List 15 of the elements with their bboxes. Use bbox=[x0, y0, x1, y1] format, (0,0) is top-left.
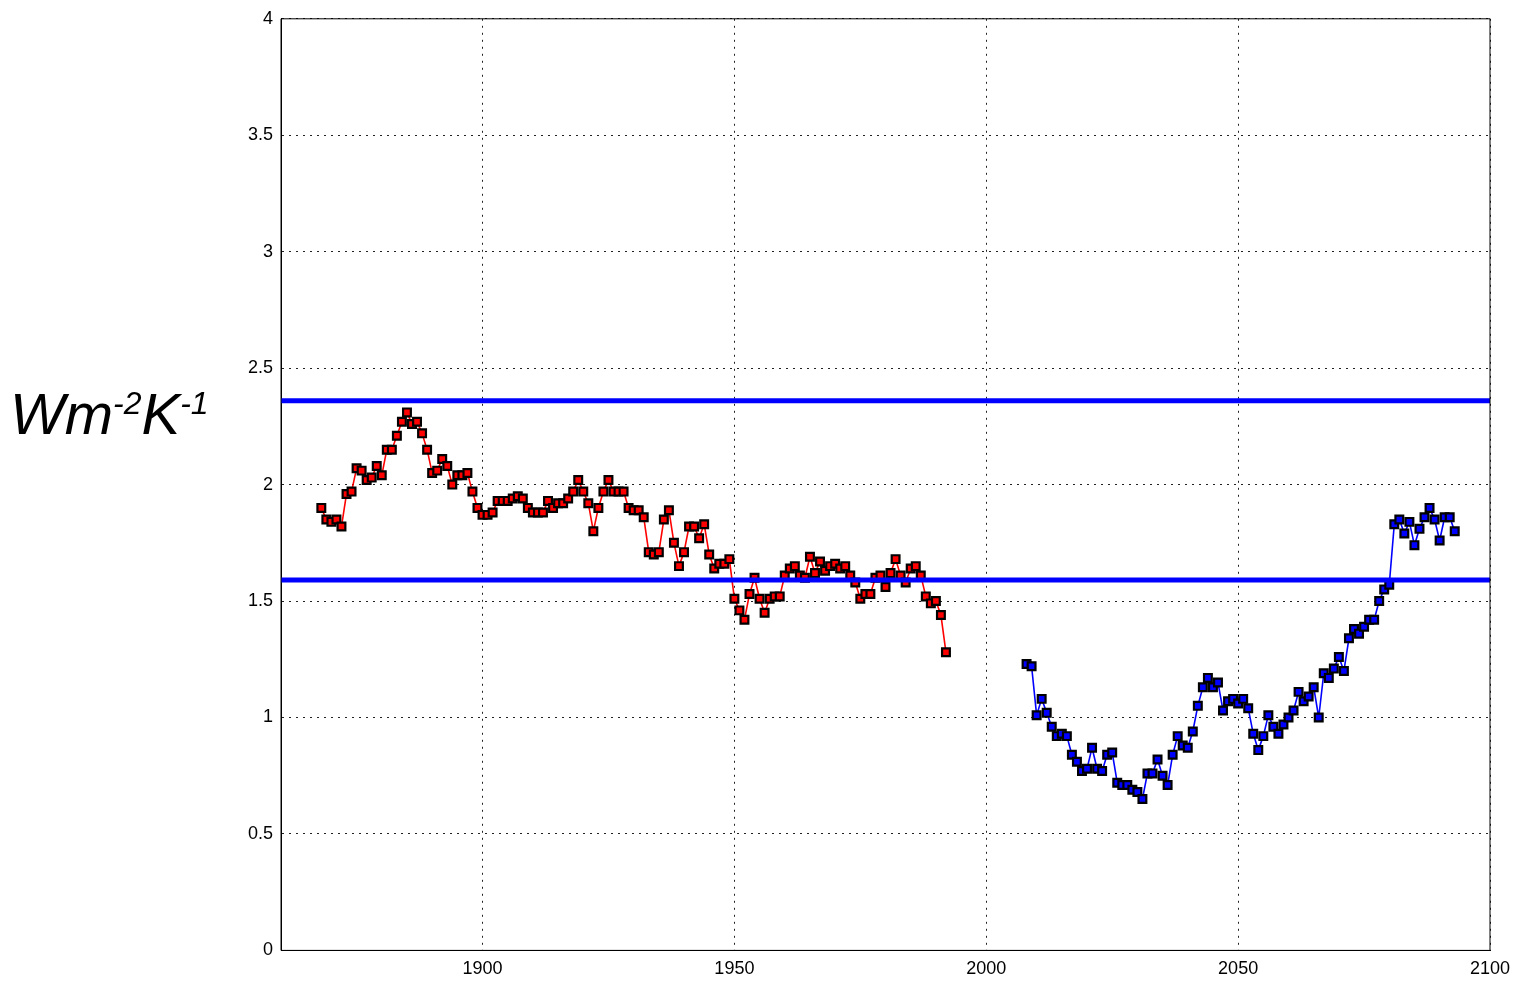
y-tick-label: 0 bbox=[263, 939, 274, 960]
y-tick-label: 2.5 bbox=[247, 357, 274, 378]
y-tick-label: 4 bbox=[263, 7, 274, 28]
y-tick-label: 1.5 bbox=[247, 590, 274, 611]
y-tick-label: 3 bbox=[263, 240, 274, 261]
y-tick-label: 0.5 bbox=[247, 822, 274, 843]
y-tick-label: 1 bbox=[263, 706, 274, 727]
x-tick-label: 2100 bbox=[1469, 958, 1511, 979]
y-tick-label: 2 bbox=[263, 473, 274, 494]
y-tick-label: 3.5 bbox=[247, 124, 274, 145]
x-tick-label: 1950 bbox=[714, 958, 755, 979]
x-tick-label: 2050 bbox=[1218, 958, 1259, 979]
x-tick-label: 1900 bbox=[462, 958, 503, 979]
x-tick-label: 2000 bbox=[966, 958, 1007, 979]
y-axis-title: Wm$^{-2}$K$^{-1}$ bbox=[10, 380, 209, 447]
